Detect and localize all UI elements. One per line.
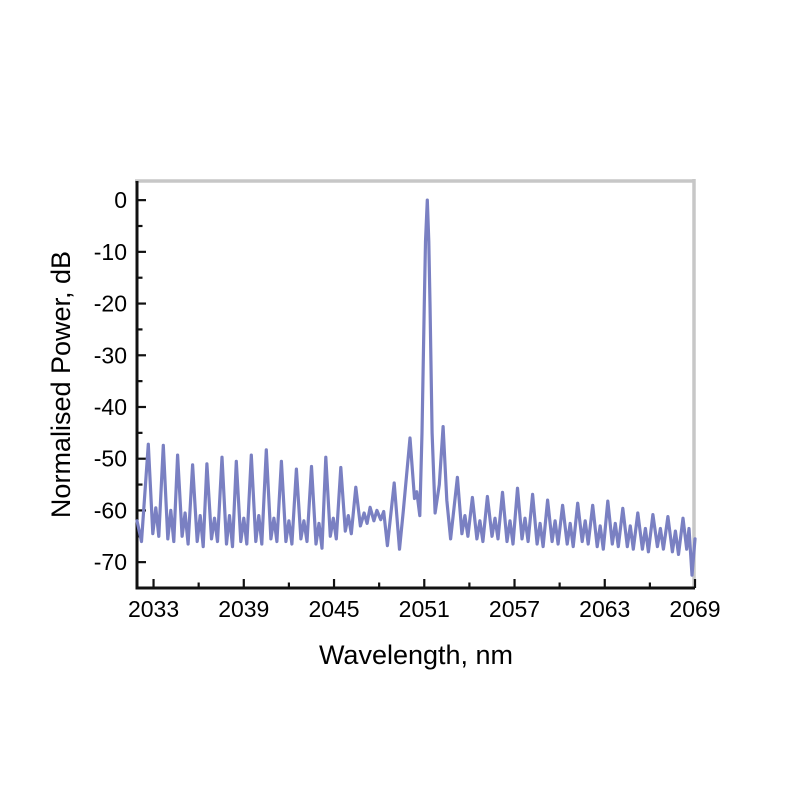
y-tick-label: -40: [94, 394, 127, 420]
x-tick-label: 2057: [489, 596, 540, 622]
y-tick-label: 0: [114, 187, 127, 213]
x-tick-label: 2033: [128, 596, 179, 622]
y-tick-label: -20: [94, 291, 127, 317]
y-tick-label: -10: [94, 239, 127, 265]
spectrum-line: [135, 198, 697, 577]
x-tick-label: 2051: [399, 596, 450, 622]
x-tick-label: 2069: [669, 596, 720, 622]
y-tick-label: -70: [94, 549, 127, 575]
x-axis-title: Wavelength, nm: [319, 640, 513, 670]
x-tick-label: 2045: [308, 596, 359, 622]
y-tick-label: -50: [94, 446, 127, 472]
x-tick-label: 2063: [579, 596, 630, 622]
y-tick-label: -60: [94, 497, 127, 523]
tick-labels: 2033 2039 2045 2051 2057 2063 2069 0 -10 -20 -30 -4…: [94, 187, 721, 622]
axes: [135, 181, 697, 590]
plot-frame: [135, 179, 696, 588]
y-axis-title: Normalised Power, dB: [46, 251, 76, 518]
y-tick-label: -30: [94, 342, 127, 368]
x-tick-label: 2039: [218, 596, 269, 622]
